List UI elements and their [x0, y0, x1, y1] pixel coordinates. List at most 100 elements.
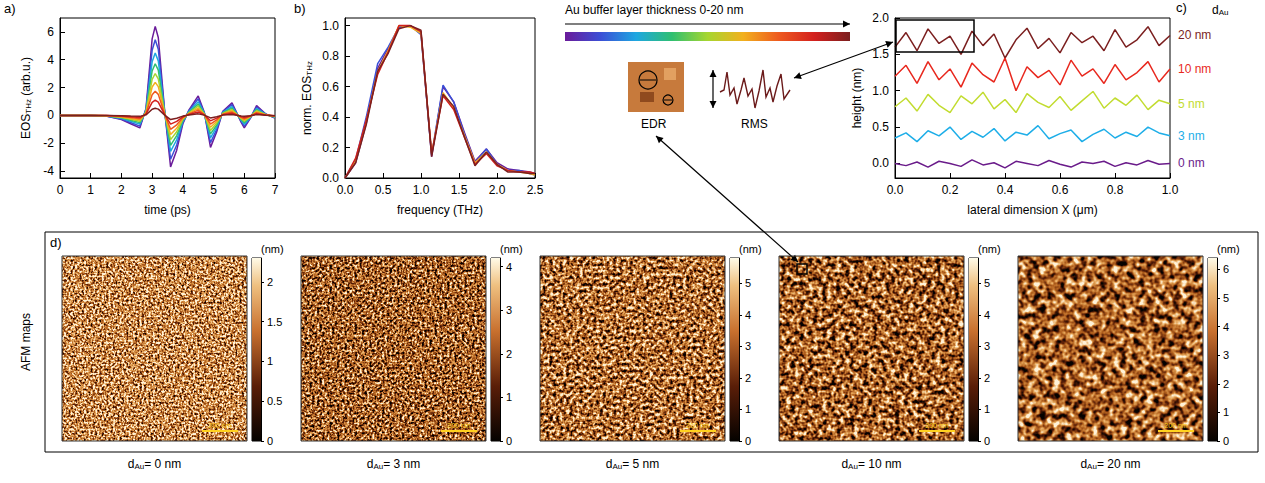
svg-text:THz: THz: [24, 99, 33, 114]
svg-text:AFM maps: AFM maps: [19, 313, 33, 371]
svg-text:2: 2: [118, 183, 125, 197]
svg-text:4: 4: [47, 53, 54, 67]
svg-text:d): d): [50, 235, 62, 250]
svg-text:3: 3: [1223, 349, 1229, 361]
svg-text:Au: Au: [848, 462, 858, 471]
svg-text:2: 2: [47, 81, 54, 95]
svg-text:-2: -2: [43, 136, 54, 150]
svg-text:d: d: [1212, 3, 1219, 17]
svg-text:0.0: 0.0: [887, 183, 904, 197]
svg-text:0: 0: [1223, 435, 1229, 447]
svg-text:2: 2: [1223, 378, 1229, 390]
svg-text:6: 6: [47, 25, 54, 39]
svg-text:0.6: 0.6: [1052, 183, 1069, 197]
svg-text:c): c): [1176, 0, 1187, 15]
svg-text:2: 2: [745, 372, 751, 384]
svg-text:6: 6: [241, 183, 248, 197]
svg-text:200 nm: 200 nm: [208, 422, 232, 429]
svg-text:2: 2: [267, 276, 273, 288]
svg-text:3: 3: [506, 304, 512, 316]
svg-text:1.0: 1.0: [1162, 183, 1179, 197]
svg-text:0: 0: [984, 435, 990, 447]
svg-text:= 10 nm: = 10 nm: [858, 457, 902, 471]
svg-text:0.5: 0.5: [267, 395, 282, 407]
svg-text:4: 4: [180, 183, 187, 197]
svg-text:= 20 nm: = 20 nm: [1097, 457, 1141, 471]
svg-text:200 nm: 200 nm: [686, 422, 710, 429]
svg-text:1.5: 1.5: [451, 183, 468, 197]
svg-text:0.6: 0.6: [322, 80, 339, 94]
svg-text:5: 5: [210, 183, 217, 197]
svg-text:0.2: 0.2: [322, 141, 339, 155]
svg-text:0.0: 0.0: [872, 156, 889, 170]
svg-text:lateral dimension X (μm): lateral dimension X (μm): [967, 203, 1097, 217]
svg-text:5: 5: [984, 277, 990, 289]
svg-text:3: 3: [149, 183, 156, 197]
svg-text:1: 1: [745, 403, 751, 415]
svg-text:1.0: 1.0: [322, 19, 339, 33]
svg-text:(nm): (nm): [739, 243, 762, 255]
svg-text:1: 1: [506, 391, 512, 403]
svg-text:Au: Au: [1087, 462, 1097, 471]
svg-text:RMS: RMS: [741, 117, 768, 131]
svg-text:1.0: 1.0: [413, 183, 430, 197]
svg-text:1: 1: [1223, 406, 1229, 418]
svg-text:7: 7: [272, 183, 279, 197]
svg-text:0.2: 0.2: [942, 183, 959, 197]
svg-text:= 3 nm: = 3 nm: [383, 457, 420, 471]
svg-text:0: 0: [47, 108, 54, 122]
svg-text:0.5: 0.5: [872, 120, 889, 134]
svg-text:1: 1: [984, 403, 990, 415]
svg-text:20 nm: 20 nm: [1178, 28, 1211, 42]
svg-text:6: 6: [1223, 263, 1229, 275]
svg-text:0.8: 0.8: [1107, 183, 1124, 197]
svg-text:EOS: EOS: [19, 114, 33, 139]
svg-text:0.4: 0.4: [322, 110, 339, 124]
svg-text:b): b): [294, 1, 306, 16]
svg-text:EDR: EDR: [641, 117, 667, 131]
svg-text:(arb.u.): (arb.u.): [19, 57, 33, 99]
svg-text:0.5: 0.5: [375, 183, 392, 197]
svg-text:0: 0: [267, 435, 273, 447]
svg-text:(nm): (nm): [261, 243, 284, 255]
svg-text:Au: Au: [1219, 8, 1229, 17]
svg-text:Au: Au: [134, 462, 144, 471]
svg-text:0.4: 0.4: [997, 183, 1014, 197]
svg-text:5: 5: [1223, 292, 1229, 304]
svg-text:0 nm: 0 nm: [1178, 156, 1205, 170]
svg-text:0: 0: [506, 435, 512, 447]
svg-text:3: 3: [984, 340, 990, 352]
svg-text:5 nm: 5 nm: [1178, 97, 1205, 111]
svg-text:3 nm: 3 nm: [1178, 129, 1205, 143]
svg-text:2: 2: [984, 372, 990, 384]
svg-text:= 5 nm: = 5 nm: [622, 457, 659, 471]
svg-text:(nm): (nm): [500, 243, 523, 255]
svg-text:(nm): (nm): [1217, 243, 1240, 255]
svg-text:5: 5: [745, 277, 751, 289]
svg-text:-4: -4: [43, 164, 54, 178]
svg-text:a): a): [4, 1, 16, 16]
svg-text:200 nm: 200 nm: [1164, 422, 1188, 429]
svg-text:height (nm): height (nm): [850, 68, 864, 129]
svg-text:1: 1: [87, 183, 94, 197]
svg-text:2.0: 2.0: [872, 11, 889, 25]
svg-text:0.0: 0.0: [337, 183, 354, 197]
svg-text:1.0: 1.0: [872, 84, 889, 98]
svg-text:1.5: 1.5: [872, 47, 889, 61]
svg-text:200 nm: 200 nm: [447, 422, 471, 429]
svg-text:0: 0: [57, 183, 64, 197]
svg-text:= 0 nm: = 0 nm: [144, 457, 181, 471]
svg-text:4: 4: [984, 309, 990, 321]
svg-text:Au: Au: [373, 462, 383, 471]
svg-text:2: 2: [506, 348, 512, 360]
svg-text:4: 4: [1223, 321, 1229, 333]
svg-text:time (ps): time (ps): [144, 203, 191, 217]
svg-text:Au buffer layer thickness 0-20: Au buffer layer thickness 0-20 nm: [565, 3, 744, 17]
svg-text:1: 1: [267, 355, 273, 367]
svg-text:2.5: 2.5: [527, 183, 544, 197]
svg-text:10 nm: 10 nm: [1178, 62, 1211, 76]
svg-text:4: 4: [506, 261, 512, 273]
svg-text:Au: Au: [612, 462, 622, 471]
svg-text:frequency (THz): frequency (THz): [397, 203, 483, 217]
svg-text:0: 0: [745, 435, 751, 447]
